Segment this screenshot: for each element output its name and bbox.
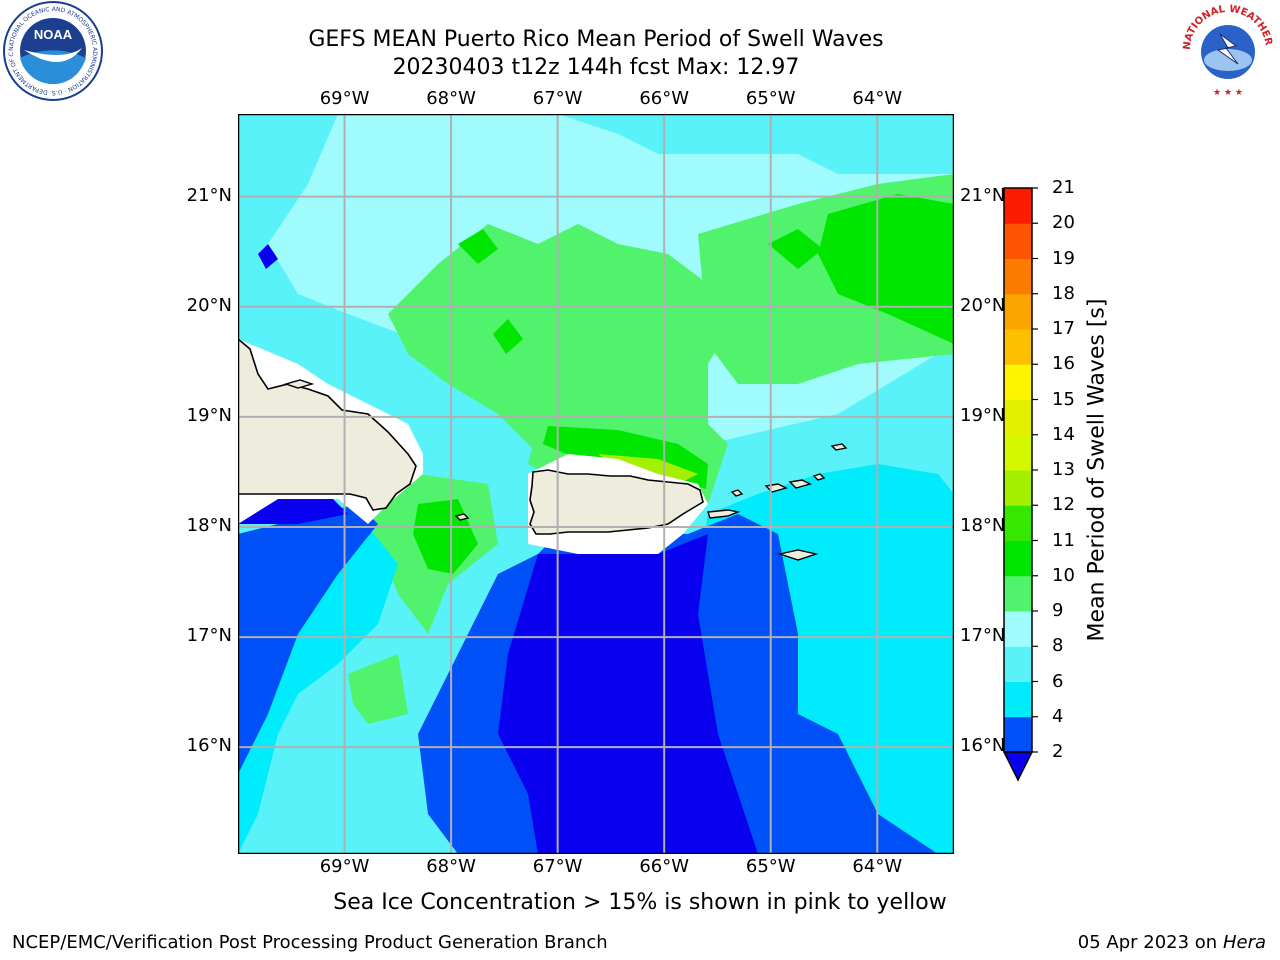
colorbar-bin-12 (1004, 293, 1032, 330)
swell-period-map (238, 114, 954, 854)
right-lat-label-5: 16°N (960, 735, 1006, 757)
right-lat-label-0: 21°N (960, 184, 1006, 206)
colorbar-bin-7 (1004, 470, 1032, 506)
field-2-4-sw (238, 504, 378, 774)
bottom-lon-label-2: 67°W (532, 856, 583, 877)
field-9-10-green (388, 224, 738, 464)
footer-branch: NCEP/EMC/Verification Post Processing Pr… (12, 932, 608, 953)
virgin-islands-2 (788, 479, 812, 489)
top-lon-label-0: 69°W (319, 88, 370, 109)
colorbar-tick-label-1: 4 (1052, 705, 1064, 727)
colorbar-bin-10 (1004, 364, 1032, 400)
right-lat-label-3: 18°N (960, 514, 1006, 536)
colorbar-tick-label-6: 11 (1052, 529, 1075, 551)
field-10-11-c (768, 229, 823, 269)
top-lon-label-1: 68°W (426, 88, 476, 109)
bottom-lon-label-1: 68°W (426, 856, 476, 877)
left-lat-label-1: 20°N (186, 294, 232, 316)
top-lon-label-3: 66°W (639, 88, 690, 109)
sea-ice-footnote: Sea Ice Concentration > 15% is shown in … (333, 890, 947, 915)
colorbar-tick-label-3: 8 (1052, 635, 1064, 657)
nws-logo: NATIONAL WEATHER SERVICE ★ ★ ★ (1176, 0, 1275, 98)
bottom-lon-label-5: 64°W (852, 856, 903, 877)
colorbar-bin-14 (1004, 223, 1032, 259)
colorbar-bin-11 (1004, 329, 1032, 365)
colorbar-tick-label-14: 19 (1052, 247, 1075, 269)
colorbar-bin-0 (1004, 716, 1032, 753)
field-under-2-dot (258, 244, 278, 269)
colorbar-tick-label-5: 10 (1052, 564, 1075, 586)
colorbar-tick-label-4: 9 (1052, 600, 1064, 621)
left-lat-label-4: 17°N (186, 625, 232, 647)
colorbar-tick-label-13: 18 (1052, 282, 1075, 304)
colorbar-tick-label-2: 6 (1052, 670, 1064, 692)
colorbar-tick-label-15: 20 (1052, 212, 1075, 234)
right-lat-label-2: 19°N (960, 404, 1006, 426)
colorbar-tick-label-8: 13 (1052, 459, 1075, 480)
left-lat-label-3: 18°N (186, 514, 232, 536)
land (238, 337, 848, 561)
noaa-logo: NATIONAL OCEANIC AND ATMOSPHERIC ADMINIS… (2, 0, 103, 101)
colorbar (1002, 187, 1038, 782)
top-lon-label-5: 64°W (852, 88, 903, 109)
tortuga-island (283, 379, 315, 389)
field-under-2 (498, 534, 758, 854)
footer-machine: Hera (1222, 932, 1266, 953)
colorbar-bin-9 (1004, 399, 1032, 436)
colorbar-bin-1 (1004, 681, 1032, 718)
field-9-10-sw2 (348, 654, 408, 724)
chart-title: GEFS MEAN Puerto Rico Mean Period of Swe… (308, 27, 884, 52)
field-10-11-b (493, 319, 523, 354)
right-lat-label-4: 17°N (960, 625, 1006, 647)
chart-subtitle: 20230403 t12z 144h fcst Max: 12.97 (392, 55, 800, 80)
left-lat-label-0: 21°N (186, 184, 232, 206)
bottom-lon-label-4: 65°W (745, 856, 796, 877)
colorbar-tick-label-9: 14 (1052, 423, 1075, 445)
colorbar-under-extension (1002, 751, 1034, 782)
left-lat-label-5: 16°N (186, 735, 232, 757)
colorbar-bin-3 (1004, 611, 1032, 647)
footer-date-text: 05 Apr 2023 on (1077, 932, 1223, 953)
colorbar-tick-label-12: 17 (1052, 318, 1075, 339)
colorbar-bin-5 (1004, 540, 1032, 577)
footer-date: 05 Apr 2023 on Hera (1078, 932, 1266, 953)
vieques-island (707, 509, 741, 519)
map-frame (238, 114, 954, 854)
bottom-lon-label-3: 66°W (639, 856, 690, 877)
colorbar-tick-label-11: 16 (1052, 353, 1075, 375)
map-gridlines (238, 114, 954, 854)
virgin-islands-3 (812, 473, 826, 481)
top-lon-label-4: 65°W (745, 88, 796, 109)
left-lat-label-2: 19°N (186, 404, 232, 426)
colorbar-bin-8 (1004, 434, 1032, 471)
noaa-text: NOAA (34, 27, 73, 42)
puerto-rico-land (529, 469, 704, 535)
bottom-lon-label-0: 69°W (319, 856, 370, 877)
colorbar-tick-label-10: 15 (1052, 388, 1075, 410)
colorbar-bin-13 (1004, 258, 1032, 295)
anegada-island (830, 443, 848, 451)
right-lat-label-1: 20°N (960, 294, 1006, 316)
colorbar-tick-label-7: 12 (1052, 494, 1075, 516)
svg-text:★ ★ ★: ★ ★ ★ (1213, 88, 1243, 98)
colorbar-tick-label-16: 21 (1052, 177, 1075, 198)
hispaniola-land (238, 337, 417, 511)
colorbar-bin-6 (1004, 505, 1032, 541)
colorbar-bin-4 (1004, 575, 1032, 612)
top-lon-label-2: 67°W (532, 88, 583, 109)
colorbar-tick-label-0: 2 (1052, 741, 1064, 762)
colorbar-bin-2 (1004, 646, 1032, 682)
colorbar-label: Mean Period of Swell Waves [s] (1084, 298, 1110, 642)
mona-island (454, 513, 470, 521)
st-croix-island (777, 549, 819, 561)
field-10-11-a (458, 229, 498, 264)
colorbar-bin-15 (1004, 188, 1032, 224)
culebra-island (730, 489, 744, 497)
